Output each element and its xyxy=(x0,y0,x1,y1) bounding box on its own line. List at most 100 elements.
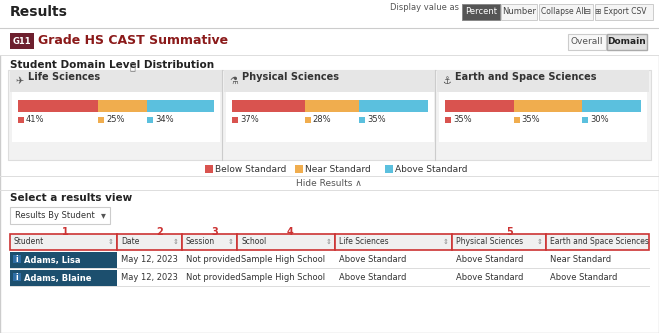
Text: ⊟: ⊟ xyxy=(583,8,590,17)
Text: May 12, 2023: May 12, 2023 xyxy=(121,255,178,264)
Text: Above Standard: Above Standard xyxy=(395,165,467,173)
Text: Select a results view: Select a results view xyxy=(10,193,132,203)
Text: 4: 4 xyxy=(287,227,293,237)
Bar xyxy=(445,117,451,123)
Text: 2: 2 xyxy=(157,227,163,237)
Text: Above Standard: Above Standard xyxy=(339,255,407,264)
Text: 34%: 34% xyxy=(156,116,174,125)
Bar xyxy=(595,4,653,20)
Bar xyxy=(224,70,436,92)
Text: Not provided: Not provided xyxy=(186,273,241,282)
Text: Sample High School: Sample High School xyxy=(241,255,325,264)
Bar xyxy=(13,273,21,281)
Text: 41%: 41% xyxy=(26,116,45,125)
Text: Physical Sciences: Physical Sciences xyxy=(456,237,523,246)
Bar xyxy=(304,100,359,112)
Text: 35%: 35% xyxy=(368,116,386,125)
Text: Collapse All: Collapse All xyxy=(540,8,585,17)
Text: ⇕: ⇕ xyxy=(173,239,179,245)
Text: Student Domain Level Distribution: Student Domain Level Distribution xyxy=(10,60,214,70)
Text: Domain: Domain xyxy=(608,38,646,47)
Bar xyxy=(18,100,98,112)
Text: Above Standard: Above Standard xyxy=(339,273,407,282)
Text: 3: 3 xyxy=(212,227,218,237)
Bar xyxy=(607,34,647,50)
Text: ⇕: ⇕ xyxy=(108,239,114,245)
Bar xyxy=(335,234,452,250)
Bar xyxy=(501,4,537,20)
Text: Sample High School: Sample High School xyxy=(241,273,325,282)
Bar xyxy=(13,255,21,263)
Text: Student: Student xyxy=(14,237,44,246)
Bar xyxy=(445,100,513,112)
Bar xyxy=(205,165,213,173)
Text: Overall: Overall xyxy=(571,38,603,47)
Bar xyxy=(0,0,659,28)
Text: Above Standard: Above Standard xyxy=(456,255,523,264)
Bar xyxy=(582,100,641,112)
Bar xyxy=(10,252,117,268)
Bar xyxy=(226,92,434,142)
Bar xyxy=(10,234,117,250)
Bar xyxy=(546,234,649,250)
Text: ⚓: ⚓ xyxy=(442,76,451,86)
Text: 35%: 35% xyxy=(522,116,540,125)
Bar xyxy=(0,28,659,55)
Bar xyxy=(12,92,220,142)
Text: 28%: 28% xyxy=(312,116,331,125)
Text: 5: 5 xyxy=(507,227,513,237)
Bar xyxy=(513,117,519,123)
Text: 37%: 37% xyxy=(240,116,259,125)
Text: Results: Results xyxy=(10,5,68,19)
Text: May 12, 2023: May 12, 2023 xyxy=(121,273,178,282)
Text: ⇕: ⇕ xyxy=(443,239,449,245)
Text: 35%: 35% xyxy=(453,116,472,125)
Text: Not provided: Not provided xyxy=(186,255,241,264)
Bar xyxy=(18,117,24,123)
Text: Percent: Percent xyxy=(465,8,497,17)
Bar xyxy=(582,117,588,123)
Bar xyxy=(568,34,606,50)
Text: Above Standard: Above Standard xyxy=(550,273,617,282)
Text: 30%: 30% xyxy=(590,116,609,125)
Text: Above Standard: Above Standard xyxy=(456,273,523,282)
Text: Life Sciences: Life Sciences xyxy=(28,72,100,82)
Text: ✈: ✈ xyxy=(15,76,23,86)
Text: School: School xyxy=(241,237,266,246)
Text: Adams, Lisa: Adams, Lisa xyxy=(24,255,80,264)
Bar xyxy=(452,234,546,250)
Bar xyxy=(148,117,154,123)
Text: Physical Sciences: Physical Sciences xyxy=(242,72,339,82)
Bar xyxy=(359,117,365,123)
Bar xyxy=(232,117,238,123)
Bar xyxy=(98,100,148,112)
Bar xyxy=(10,270,117,286)
Bar xyxy=(462,4,500,20)
Bar xyxy=(513,100,582,112)
Text: Adams, Blaine: Adams, Blaine xyxy=(24,273,92,282)
Text: i: i xyxy=(16,255,18,264)
Bar xyxy=(304,117,310,123)
Text: ⚗: ⚗ xyxy=(229,76,238,86)
Bar xyxy=(237,234,335,250)
Bar xyxy=(8,70,651,160)
Bar xyxy=(295,165,303,173)
Text: Near Standard: Near Standard xyxy=(550,255,611,264)
Text: ⇕: ⇕ xyxy=(537,239,543,245)
Bar xyxy=(439,92,647,142)
Text: G11: G11 xyxy=(13,37,32,46)
Text: ▾: ▾ xyxy=(101,210,105,220)
Bar xyxy=(10,207,110,224)
Text: Near Standard: Near Standard xyxy=(305,165,371,173)
Text: Date: Date xyxy=(121,237,139,246)
Bar xyxy=(359,100,428,112)
Bar xyxy=(10,33,34,49)
Text: i: i xyxy=(16,273,18,282)
Bar xyxy=(117,234,182,250)
Bar xyxy=(437,70,649,92)
Text: Earth and Space Sciences: Earth and Space Sciences xyxy=(550,237,649,246)
Bar xyxy=(10,70,222,92)
Text: Below Standard: Below Standard xyxy=(215,165,287,173)
Text: Life Sciences: Life Sciences xyxy=(339,237,389,246)
Bar xyxy=(232,100,304,112)
